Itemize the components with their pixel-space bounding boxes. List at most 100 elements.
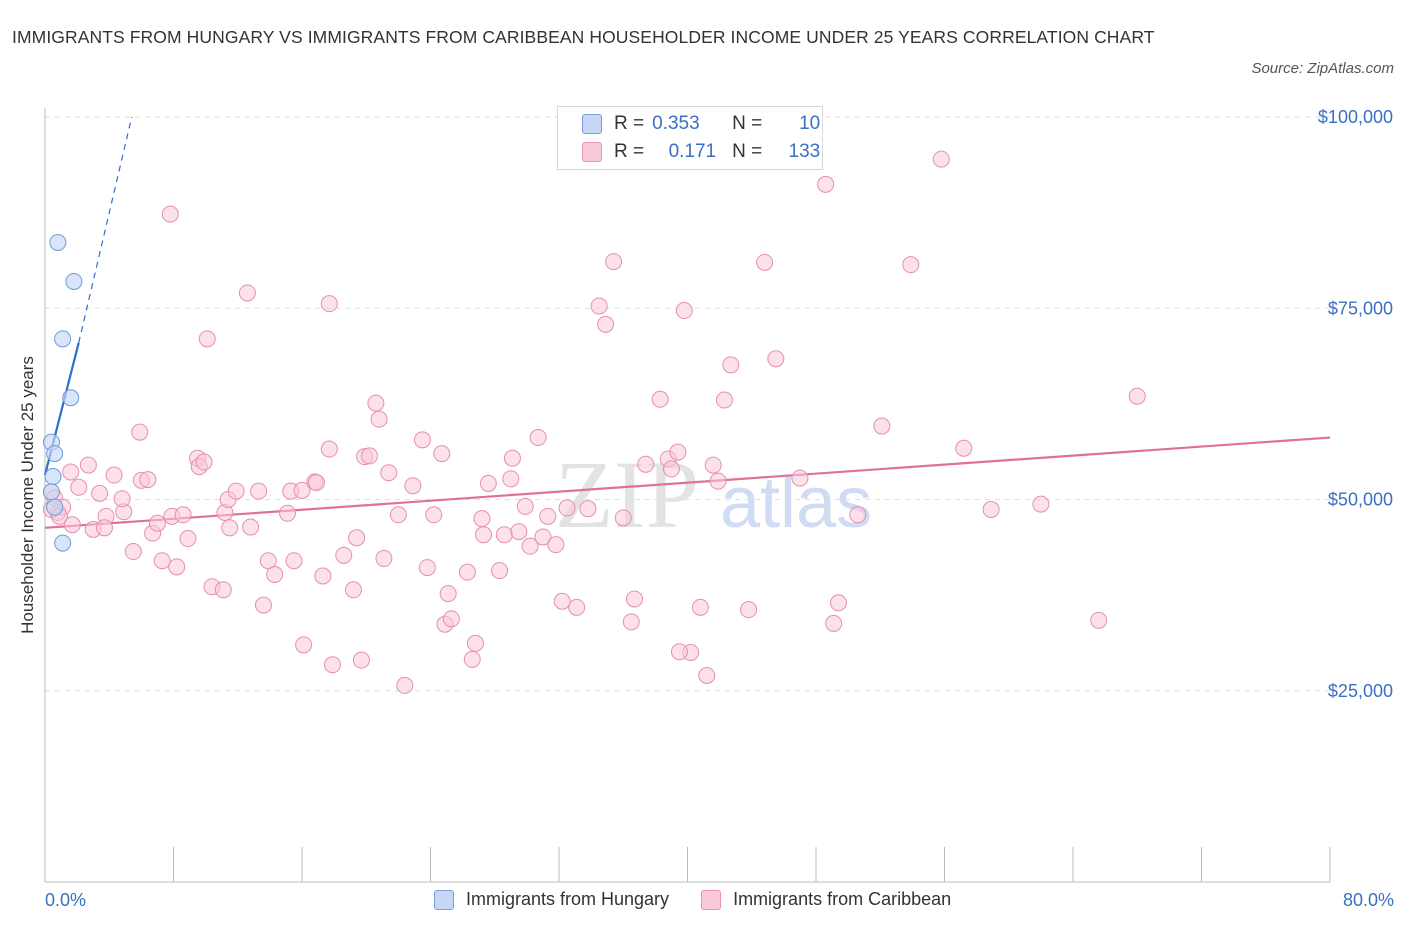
hungary-point: [46, 498, 64, 516]
series-legend: Immigrants from Hungary Immigrants from …: [434, 889, 983, 910]
caribbean-point: [849, 506, 867, 524]
caribbean-point: [91, 484, 109, 502]
caribbean-point: [375, 549, 393, 567]
caribbean-point: [370, 410, 388, 428]
caribbean-point: [709, 472, 727, 490]
r-label: R =: [614, 113, 645, 134]
caribbean-point: [510, 523, 528, 541]
caribbean-point: [307, 474, 325, 492]
caribbean-point: [614, 509, 632, 527]
caribbean-point: [662, 460, 680, 478]
chart-title: IMMIGRANTS FROM HUNGARY VS IMMIGRANTS FR…: [12, 27, 1155, 47]
caribbean-point: [425, 506, 443, 524]
caribbean-point: [605, 253, 623, 271]
r-label: R =: [614, 141, 645, 162]
caribbean-point: [105, 466, 123, 484]
caribbean-point: [63, 516, 81, 534]
caribbean-point: [62, 463, 80, 481]
caribbean-point: [139, 471, 157, 489]
legend-item-hungary[interactable]: Immigrants from Hungary: [434, 889, 669, 910]
caribbean-point: [418, 559, 436, 577]
r-value-caribbean: 0.171: [668, 141, 717, 162]
caribbean-point: [495, 526, 513, 544]
caribbean-point: [131, 423, 149, 441]
caribbean-point: [625, 590, 643, 608]
caribbean-point: [242, 518, 260, 536]
caribbean-point: [475, 526, 493, 544]
caribbean-point: [214, 581, 232, 599]
caribbean-point: [521, 537, 539, 555]
caribbean-point: [413, 431, 431, 449]
caribbean-legend-swatch: [701, 889, 722, 910]
caribbean-point: [651, 390, 669, 408]
n-value-caribbean: 133: [788, 141, 821, 162]
legend-item-caribbean[interactable]: Immigrants from Caribbean: [701, 889, 951, 910]
hungary-point: [54, 534, 72, 552]
legend-row-caribbean: R = 0.171 N = 133: [582, 140, 820, 164]
hungary-points: [42, 233, 83, 552]
caribbean-point: [698, 666, 716, 684]
hungary-point: [54, 330, 72, 348]
caribbean-point: [479, 474, 497, 492]
caribbean-point: [955, 439, 973, 457]
y-axis-label: Householder Income Under 25 years: [18, 356, 37, 634]
caribbean-point: [932, 150, 950, 168]
caribbean-point: [590, 297, 608, 315]
caribbean-point: [829, 594, 847, 612]
caribbean-point: [691, 598, 709, 616]
caribbean-point: [491, 562, 509, 580]
caribbean-point: [360, 447, 378, 465]
caribbean-point: [161, 205, 179, 223]
caribbean-point: [168, 558, 186, 576]
caribbean-point: [174, 506, 192, 524]
caribbean-point: [902, 256, 920, 274]
caribbean-point: [669, 443, 687, 461]
hungary-point: [42, 483, 60, 501]
caribbean-point: [389, 506, 407, 524]
caribbean-point: [466, 634, 484, 652]
caribbean-point: [198, 330, 216, 348]
caribbean-point: [404, 477, 422, 495]
hungary-point: [62, 389, 80, 407]
caribbean-points: [42, 150, 1146, 694]
hungary-trend-extension: [78, 116, 133, 343]
caribbean-point: [791, 469, 809, 487]
caribbean-point: [221, 519, 239, 537]
caribbean-point: [124, 543, 142, 561]
hungary-point: [49, 233, 67, 251]
legend-label-caribbean: Immigrants from Caribbean: [733, 889, 952, 909]
x-tick-label-min: 0.0%: [45, 890, 87, 910]
caribbean-point: [320, 440, 338, 458]
y-tick-label: $50,000: [1328, 490, 1393, 510]
y-tick-labels: $25,000 $50,000 $75,000 $100,000: [1318, 107, 1393, 701]
caribbean-point: [458, 563, 476, 581]
caribbean-point: [335, 546, 353, 564]
legend-label-hungary: Immigrants from Hungary: [466, 889, 670, 909]
caribbean-point: [473, 510, 491, 528]
hungary-swatch: [582, 114, 602, 134]
caribbean-point: [715, 391, 733, 409]
caribbean-point: [622, 613, 640, 631]
caribbean-point: [285, 552, 303, 570]
caribbean-point: [740, 601, 758, 619]
caribbean-point: [553, 592, 571, 610]
caribbean-point: [873, 417, 891, 435]
caribbean-point: [534, 528, 552, 546]
caribbean-point: [380, 464, 398, 482]
caribbean-point: [503, 449, 521, 467]
hungary-legend-swatch: [434, 889, 454, 910]
caribbean-point: [250, 482, 268, 500]
caribbean-point: [293, 481, 311, 499]
correlation-legend: R = 0.353 N = 10 R = 0.171 N = 133: [557, 106, 823, 170]
caribbean-point: [670, 643, 688, 661]
source-label: Source: ZipAtlas.com: [1251, 60, 1394, 77]
caribbean-point: [433, 445, 451, 463]
caribbean-point: [463, 650, 481, 668]
y-tick-label: $100,000: [1318, 107, 1393, 127]
caribbean-point: [825, 614, 843, 632]
caribbean-point: [637, 455, 655, 473]
caribbean-point: [238, 284, 256, 302]
n-value-hungary: 10: [799, 113, 821, 134]
caribbean-point: [547, 536, 565, 554]
